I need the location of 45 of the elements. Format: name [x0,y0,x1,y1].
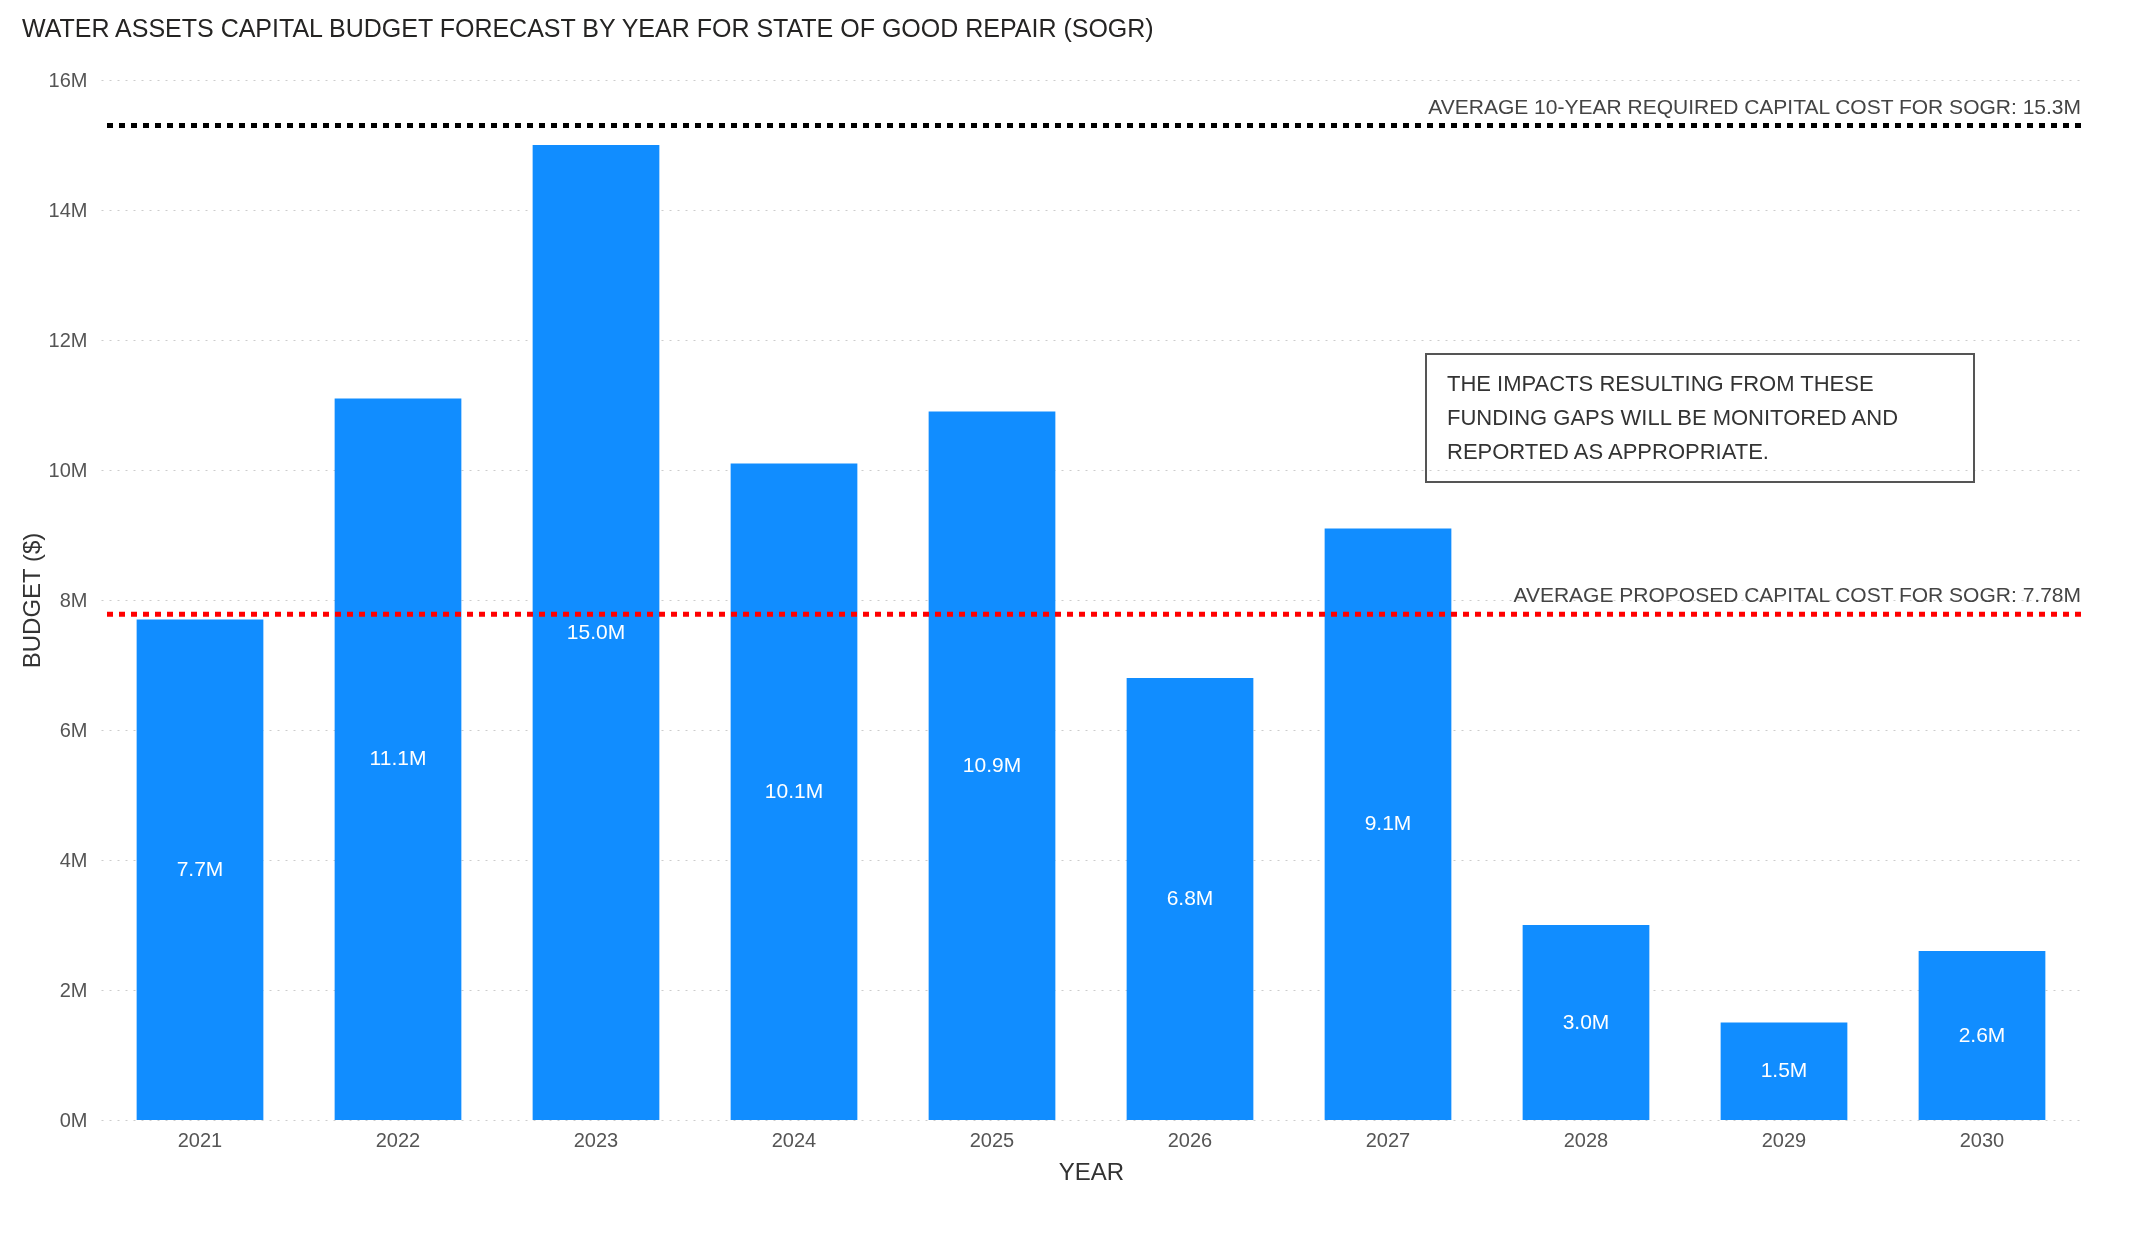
y-tick-label: 0M [59,1108,88,1131]
bar [928,411,1056,1120]
annotation: THE IMPACTS RESULTING FROM THESE FUNDING GAPS WILL BE MONITORED AND REPORTED AS APPROPRIATE. [1447,370,1900,466]
y-tick-label: 14M [48,198,88,221]
y-tick-label: 2M [59,978,88,1001]
bar [136,619,264,1120]
data-label: 2.6M [1958,1022,2006,1046]
x-tick-label: 2022 [375,1128,421,1151]
y-tick-label: 8M [59,588,88,611]
chart-title: WATER ASSETS CAPITAL BUDGET FORECAST BY YEAR FOR STATE OF GOOD REPAIR (SOGR) [22,14,1154,43]
y-tick-label: 16M [48,68,88,91]
y-tick-label: 12M [48,328,88,351]
data-label: 10.9M [962,752,1022,776]
y-axis-title: BUDGET ($) [17,532,45,669]
x-tick-label: 2023 [573,1128,619,1151]
x-tick-label: 2026 [1167,1128,1213,1151]
x-tick-label: 2030 [1959,1128,2005,1151]
y-tick-label: 4M [59,848,88,871]
data-label: 1.5M [1760,1058,1808,1082]
bar [1324,528,1452,1120]
data-label: 3.0M [1562,1009,1610,1033]
bar [1720,1022,1848,1120]
x-tick-label: 2027 [1365,1128,1411,1151]
data-label: 11.1M [369,746,427,770]
bar [1126,678,1254,1120]
bar [1918,951,2046,1120]
x-tick-label: 2021 [177,1128,223,1151]
data-label: 10.1M [764,778,824,802]
x-axis-title: YEAR [1058,1157,1125,1185]
x-tick-label: 2025 [969,1128,1015,1151]
y-tick-label: 6M [59,718,88,741]
bar [1522,925,1650,1120]
data-label: 9.1M [1364,811,1412,835]
bar [334,398,462,1120]
x-tick-label: 2029 [1761,1128,1807,1151]
bar [532,145,660,1120]
data-label: 15.0M [566,619,626,643]
x-tick-label: 2028 [1563,1128,1609,1151]
x-tick-label: 2024 [771,1128,817,1151]
y-tick-label: 10M [48,458,88,481]
ref-line-label: AVERAGE PROPOSED CAPITAL COST FOR SOGR: 7.78M [1513,583,2081,607]
ref-line-label: AVERAGE 10-YEAR REQUIRED CAPITAL COST FOR SOGR: 15.3M [1428,94,2081,118]
data-label: 7.7M [176,856,224,880]
bar [730,463,858,1120]
data-label: 6.8M [1166,886,1214,909]
